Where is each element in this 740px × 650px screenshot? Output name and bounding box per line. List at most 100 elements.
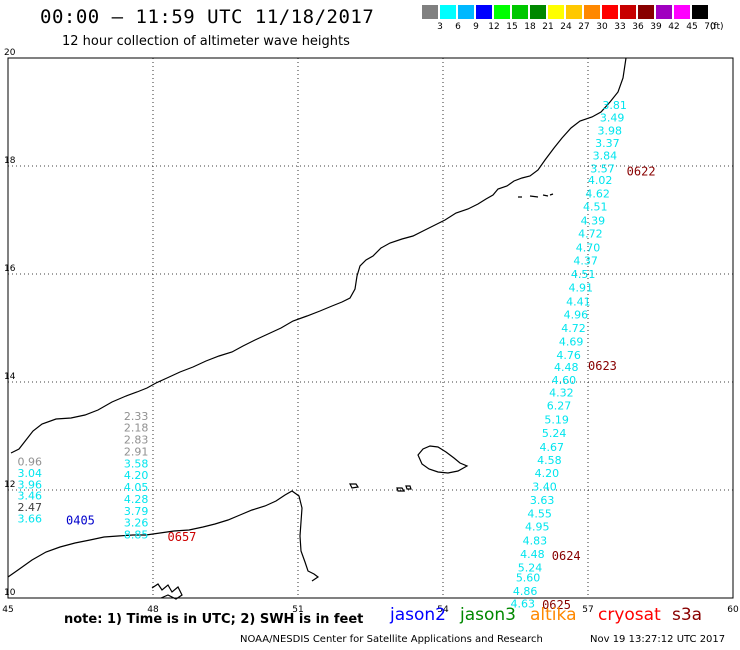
lat-tick-label: 20 xyxy=(4,48,16,58)
swh-value: 4.60 xyxy=(552,374,577,387)
scale-swatch xyxy=(638,5,654,19)
scale-swatch xyxy=(494,5,510,19)
scale-label: 45 xyxy=(686,22,698,32)
legend-item-s3a: s3a xyxy=(672,605,703,625)
swh-value: 5.19 xyxy=(544,414,569,427)
pass-time-label: 0405 xyxy=(66,514,95,528)
swh-value: 2.47 xyxy=(18,501,43,514)
swh-value: 2.33 xyxy=(124,410,149,423)
lat-tick-label: 18 xyxy=(4,156,16,166)
footer-note: note: 1) Time is in UTC; 2) SWH is in fe… xyxy=(64,612,364,627)
footer-generated-time: Nov 19 13:27:12 UTC 2017 xyxy=(590,634,726,645)
scale-label: 9 xyxy=(473,22,479,32)
swh-value: 4.96 xyxy=(564,308,589,321)
track-middle: 2.332.182.832.913.584.204.054.283.793.26… xyxy=(124,410,197,544)
scale-label: 36 xyxy=(632,22,644,32)
lon-tick-label: 45 xyxy=(2,605,13,615)
pass-time-label: 0657 xyxy=(168,530,197,544)
legend-item-cryosat: cryosat xyxy=(598,605,661,625)
swh-value: 4.86 xyxy=(513,585,538,598)
footer-credit: NOAA/NESDIS Center for Satellite Applica… xyxy=(240,634,543,645)
swh-value: 3.58 xyxy=(124,457,149,470)
scale-label: 42 xyxy=(668,22,680,32)
swh-value: 4.05 xyxy=(124,481,149,494)
header-subtitle: 12 hour collection of altimeter wave hei… xyxy=(62,34,350,49)
swh-value: 4.70 xyxy=(576,241,601,254)
track-left: 0.963.043.963.462.473.66 0405 xyxy=(18,456,95,528)
track-east: 3.813.493.983.373.843.574.024.624.514.39… xyxy=(511,99,656,612)
swh-value: 4.32 xyxy=(549,387,574,400)
coastline-arabia xyxy=(10,57,627,454)
island-small-1 xyxy=(349,483,360,489)
swh-value: 4.58 xyxy=(537,454,562,467)
legend-item-jason2: jason2 xyxy=(390,605,446,625)
swh-value: 3.37 xyxy=(595,137,620,150)
scale-swatch xyxy=(674,5,690,19)
swh-value: 3.57 xyxy=(590,162,615,175)
swh-value: 4.48 xyxy=(554,361,579,374)
swh-value: 2.18 xyxy=(124,422,149,435)
swh-value: 8.85 xyxy=(124,529,149,542)
swh-value: 2.91 xyxy=(124,445,149,458)
pass-time-label: 0625 xyxy=(542,598,571,612)
swh-value: 5.24 xyxy=(518,562,543,575)
scale-swatch xyxy=(548,5,564,19)
swh-value: 4.76 xyxy=(556,349,581,362)
swh-value: 5.24 xyxy=(542,427,567,440)
swh-value: 4.83 xyxy=(523,535,548,548)
swh-value: 3.79 xyxy=(124,505,149,518)
scale-label: 24 xyxy=(560,22,572,32)
lat-tick-label: 14 xyxy=(4,372,16,382)
scale-swatch xyxy=(530,5,546,19)
scale-swatch xyxy=(440,5,456,19)
pass-time-label: 0623 xyxy=(588,359,617,373)
swh-value: 3.81 xyxy=(602,99,627,112)
swh-value: 4.72 xyxy=(561,322,586,335)
scale-label: 33 xyxy=(614,22,626,32)
swh-value: 4.48 xyxy=(520,548,545,561)
scale-swatch xyxy=(692,5,708,19)
somalia-scribble xyxy=(151,583,183,600)
legend-item-altika: altika xyxy=(530,605,577,625)
swh-value: 3.26 xyxy=(124,517,149,530)
swh-value: 4.95 xyxy=(525,521,550,534)
swh-value: 4.39 xyxy=(581,214,606,227)
swh-value: 4.28 xyxy=(124,493,149,506)
island-small-2 xyxy=(396,487,406,492)
swh-value: 4.51 xyxy=(571,268,596,281)
scale-label: 18 xyxy=(524,22,536,32)
scale-swatch xyxy=(620,5,636,19)
pass-time-label: 0624 xyxy=(552,549,581,563)
scale-swatch xyxy=(566,5,582,19)
header-title: 00:00 – 11:59 UTC 11/18/2017 xyxy=(40,6,375,28)
lat-tick-label: 12 xyxy=(4,480,15,490)
swh-value: 3.98 xyxy=(598,125,623,138)
swh-value: 4.20 xyxy=(535,467,560,480)
lon-tick-label: 54 xyxy=(437,605,449,615)
scale-swatch xyxy=(476,5,492,19)
lat-tick-label: 16 xyxy=(4,264,16,274)
swh-value: 3.04 xyxy=(18,467,43,480)
scale-swatch xyxy=(422,5,438,19)
swh-value: 3.63 xyxy=(530,494,555,507)
color-scale-unit: (ft) xyxy=(710,22,724,32)
swh-value: 3.66 xyxy=(18,512,43,525)
coastline-africa xyxy=(7,490,320,582)
swh-value: 0.96 xyxy=(18,456,43,469)
island-kuria xyxy=(518,193,554,198)
swh-value: 4.41 xyxy=(566,295,591,308)
scale-swatch xyxy=(584,5,600,19)
swh-value: 4.62 xyxy=(585,187,610,200)
swh-value: 2.83 xyxy=(124,434,149,447)
scale-label: 6 xyxy=(455,22,461,32)
scale-label: 30 xyxy=(596,22,608,32)
swh-value: 4.63 xyxy=(511,598,536,611)
scale-label: 15 xyxy=(506,22,518,32)
swh-value: 4.67 xyxy=(540,441,565,454)
swh-value: 3.84 xyxy=(593,150,618,163)
lon-tick-label: 60 xyxy=(727,605,739,615)
scale-label: 12 xyxy=(488,22,500,32)
altimeter-tracks: 0.963.043.963.462.473.66 0405 2.332.182.83… xyxy=(18,99,656,612)
swh-value: 4.02 xyxy=(588,174,613,187)
